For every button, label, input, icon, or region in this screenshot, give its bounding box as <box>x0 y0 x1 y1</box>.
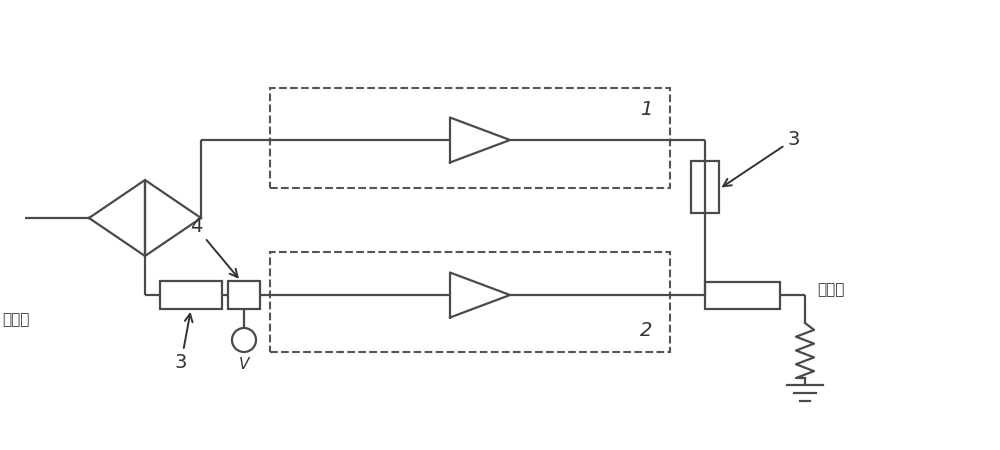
Text: 总输出: 总输出 <box>817 283 844 297</box>
Text: 3: 3 <box>723 130 800 186</box>
Bar <box>691 161 719 212</box>
Text: 1: 1 <box>640 100 652 119</box>
Bar <box>270 252 670 352</box>
Bar <box>228 281 260 309</box>
Text: 2: 2 <box>640 321 652 340</box>
Bar <box>270 88 670 188</box>
Text: 4: 4 <box>190 217 238 277</box>
Text: V: V <box>239 357 249 372</box>
Text: 总输入: 总输入 <box>2 312 29 328</box>
Bar <box>160 281 222 309</box>
Bar <box>705 282 780 309</box>
Text: 3: 3 <box>175 314 193 373</box>
